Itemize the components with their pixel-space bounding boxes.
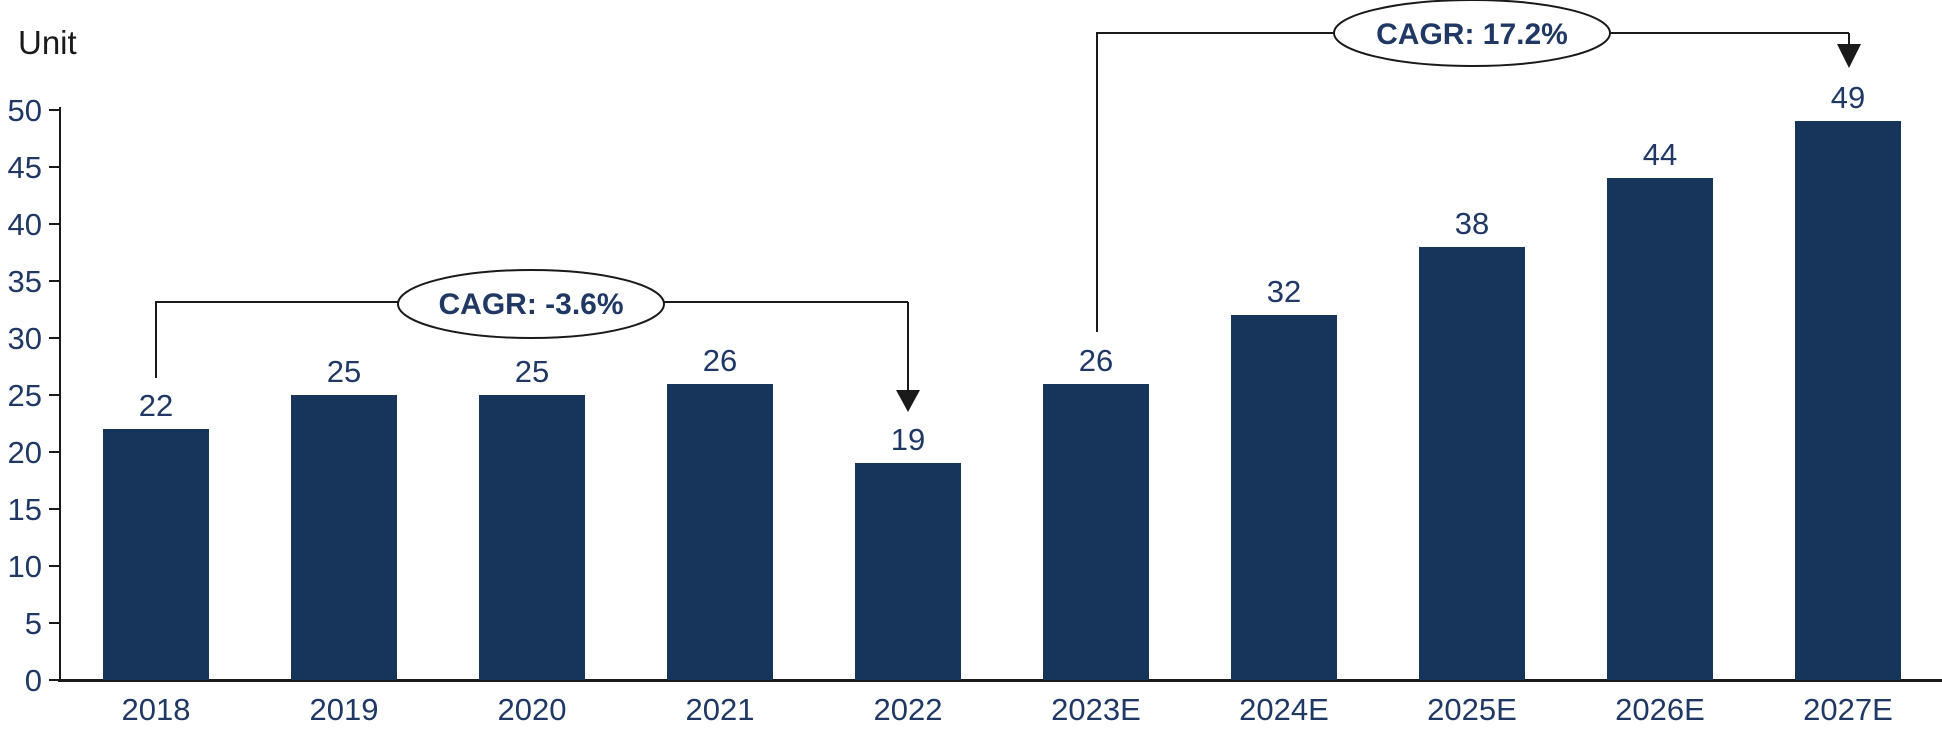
y-tick-label: 30 — [7, 321, 42, 356]
x-axis-label-2022: 2022 — [873, 692, 943, 727]
bar-2023E — [1043, 383, 1149, 680]
cagr1-label: CAGR: -3.6% — [438, 288, 624, 321]
y-axis-line — [59, 107, 61, 682]
y-tick-label: 45 — [7, 150, 42, 185]
y-tick-label: 50 — [7, 93, 42, 128]
bar-value-label: 26 — [1078, 342, 1114, 378]
x-axis-label-2018: 2018 — [121, 692, 191, 727]
cagr2-label: CAGR: 17.2% — [1376, 18, 1568, 51]
bar-2019 — [291, 395, 397, 680]
bar-2020 — [479, 395, 585, 680]
x-axis-label-2026E: 2026E — [1615, 692, 1705, 727]
bar-value-label: 49 — [1830, 80, 1866, 116]
x-axis-label-2019: 2019 — [309, 692, 379, 727]
x-axis-label-2020: 2020 — [497, 692, 567, 727]
y-tick — [49, 451, 59, 453]
y-tick — [49, 337, 59, 339]
y-tick-label: 35 — [7, 264, 42, 299]
y-tick-label: 15 — [7, 492, 42, 527]
x-axis-label-2027E: 2027E — [1803, 692, 1893, 727]
bar-2026E — [1607, 178, 1713, 680]
bar-2027E — [1795, 121, 1901, 680]
y-tick — [49, 223, 59, 225]
bar-value-label: 25 — [514, 354, 550, 389]
cagr2-arrowhead-icon — [1837, 44, 1861, 68]
cagr1-arrowhead-icon — [896, 390, 920, 412]
bar-value-label: 38 — [1454, 205, 1490, 241]
y-axis-title: Unit — [18, 24, 77, 61]
y-tick — [49, 508, 59, 510]
y-tick — [49, 280, 59, 282]
bar-value-label: 26 — [702, 342, 738, 378]
y-tick-label: 0 — [24, 663, 42, 698]
y-tick-label: 40 — [7, 207, 42, 242]
bar-2022 — [855, 463, 961, 680]
bar-value-label: 44 — [1642, 137, 1678, 173]
y-tick — [49, 622, 59, 624]
bar-value-label: 32 — [1266, 274, 1302, 310]
bar-value-label: 19 — [890, 422, 926, 458]
x-axis-label-2025E: 2025E — [1427, 692, 1517, 727]
bar-value-label: 25 — [326, 354, 362, 389]
bar-value-label: 22 — [138, 388, 174, 424]
y-tick-label: 5 — [24, 606, 42, 641]
y-tick — [49, 166, 59, 168]
y-tick — [49, 109, 59, 111]
y-tick — [49, 565, 59, 567]
x-axis-label-2024E: 2024E — [1239, 692, 1329, 727]
y-tick-label: 25 — [7, 378, 42, 413]
y-tick-label: 10 — [7, 549, 42, 584]
y-tick-label: 20 — [7, 435, 42, 470]
bar-2021 — [667, 383, 773, 680]
bar-2018 — [103, 429, 209, 680]
x-axis-line — [58, 679, 1942, 682]
y-tick — [49, 679, 59, 681]
bar-2025E — [1419, 246, 1525, 680]
y-tick — [49, 394, 59, 396]
x-axis-label-2023E: 2023E — [1051, 692, 1141, 727]
bar-2024E — [1231, 315, 1337, 680]
x-axis-label-2021: 2021 — [685, 692, 755, 727]
